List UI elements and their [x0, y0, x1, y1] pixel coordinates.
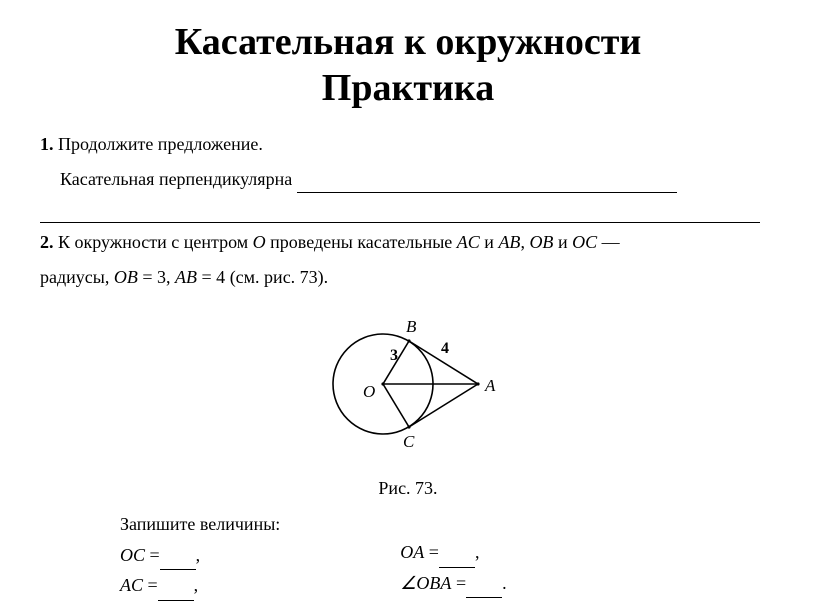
answers-block: Запишите величины: OC =, AC =, OA =, ∠OB… [40, 509, 776, 601]
problem-2: 2. К окружности с центром O проведены ка… [40, 229, 776, 256]
p2-O: O [253, 232, 266, 252]
p2-OB2: OB [114, 267, 138, 287]
comma-OA: , [475, 542, 480, 562]
comma-AC: , [194, 575, 199, 595]
p2-ref: (см. рис. 73). [230, 267, 329, 287]
svg-text:4: 4 [441, 340, 449, 357]
lbl-AC: AC [120, 575, 143, 595]
p2-OB: OB [529, 232, 553, 252]
svg-text:B: B [406, 317, 417, 336]
diagram-container: O A B C 3 4 [40, 299, 776, 474]
answer-OA: OA =, [400, 537, 506, 568]
page-title: Касательная к окружности Практика [40, 20, 776, 111]
p2-ta: К окружности с центром [54, 232, 253, 252]
comma-OC: , [196, 545, 201, 565]
eq-OC: = [145, 545, 160, 565]
problem-1-number: 1. [40, 134, 54, 154]
problem-2-line2: радиусы, OB = 3, AB = 4 (см. рис. 73). [40, 264, 776, 291]
blank-OC [160, 554, 196, 570]
svg-text:A: A [484, 376, 496, 395]
svg-text:3: 3 [390, 347, 398, 364]
problem-1-prefix: Касательная перпендикулярна [60, 169, 297, 189]
p2-l2a: радиусы, [40, 267, 114, 287]
p2-OC: OC [572, 232, 597, 252]
title-line-1: Касательная к окружности [40, 20, 776, 66]
lbl-OC: OC [120, 545, 145, 565]
problem-1-line2: Касательная перпендикулярна [40, 166, 776, 193]
eq-OBA: = [451, 573, 466, 593]
problem-2-number: 2. [40, 232, 54, 252]
period-OBA: . [502, 573, 507, 593]
blank-line-2 [40, 201, 760, 223]
answers-header: Запишите величины: [120, 509, 280, 540]
lbl-OBA: ∠OBA [400, 573, 451, 593]
p2-tb: проведены касательные [266, 232, 457, 252]
answers-col-right: OA =, ∠OBA =. [400, 509, 506, 601]
svg-text:C: C [403, 432, 415, 451]
blank-OA [439, 552, 475, 568]
svg-text:O: O [363, 382, 375, 401]
p2-and1: и [480, 232, 499, 252]
answer-AC: AC =, [120, 570, 280, 601]
p2-eq2: = 4 [197, 267, 230, 287]
p2-AB: AB [498, 232, 520, 252]
p2-and2: и [553, 232, 572, 252]
eq-AC: = [143, 575, 158, 595]
circle-diagram: O A B C 3 4 [303, 299, 513, 469]
figure-caption: Рис. 73. [40, 478, 776, 499]
blank-AC [158, 585, 194, 601]
blank-line-1 [297, 192, 677, 193]
answer-OC: OC =, [120, 540, 280, 571]
blank-OBA [466, 582, 502, 598]
p2-AB2: AB [175, 267, 197, 287]
title-line-2: Практика [40, 66, 776, 112]
lbl-OA: OA [400, 542, 424, 562]
p2-dash: — [597, 232, 620, 252]
eq-OA: = [424, 542, 439, 562]
answers-col-left: Запишите величины: OC =, AC =, [120, 509, 280, 601]
p2-eq1: = 3, [138, 267, 175, 287]
problem-1-text: Продолжите предложение. [54, 134, 263, 154]
problem-1: 1. Продолжите предложение. [40, 131, 776, 158]
answer-OBA: ∠OBA =. [400, 568, 506, 599]
p2-AC: AC [457, 232, 480, 252]
